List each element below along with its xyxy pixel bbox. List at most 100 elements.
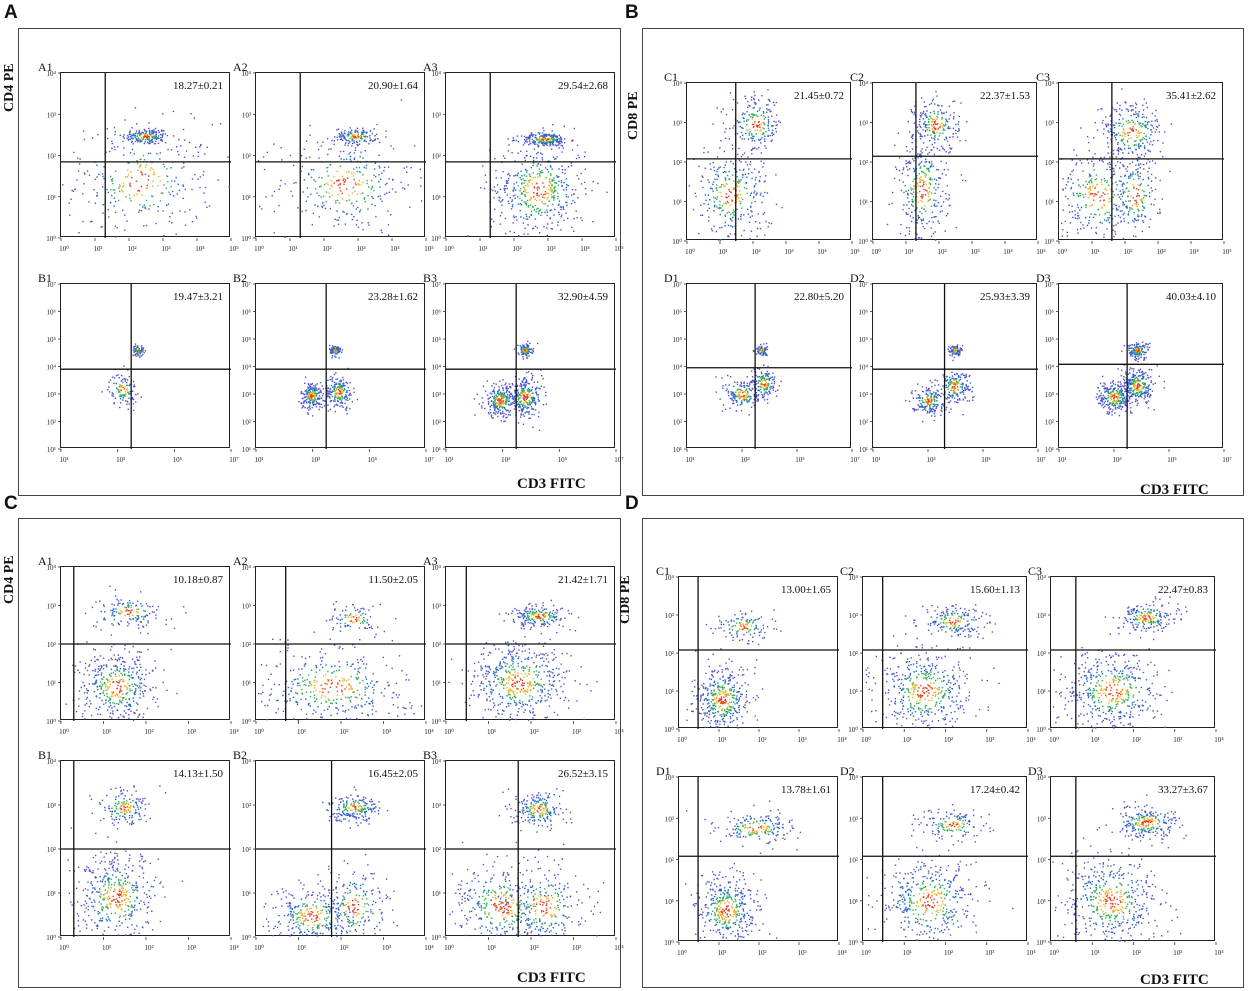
- data-point: [134, 385, 136, 388]
- data-point: [157, 135, 160, 137]
- data-point: [499, 399, 501, 401]
- data-point: [529, 394, 531, 396]
- data-point: [496, 395, 499, 398]
- data-point: [184, 224, 187, 226]
- data-point: [333, 386, 336, 389]
- data-point: [511, 383, 513, 385]
- data-point: [124, 229, 126, 231]
- data-point: [371, 186, 373, 189]
- data-point: [749, 216, 752, 218]
- data-point: [727, 392, 730, 394]
- data-point: [306, 407, 309, 409]
- data-point: [511, 205, 514, 208]
- data-point: [543, 134, 545, 137]
- data-point: [503, 402, 506, 404]
- data-point: [947, 121, 949, 123]
- data-point: [712, 162, 714, 164]
- data-point: [1094, 178, 1096, 181]
- data-point: [128, 136, 130, 138]
- data-point: [1089, 174, 1092, 177]
- data-point: [907, 192, 909, 195]
- data-point: [763, 343, 765, 345]
- data-point: [549, 165, 552, 167]
- data-point: [516, 196, 519, 198]
- data-point: [512, 195, 515, 197]
- data-point: [767, 120, 770, 123]
- data-point: [501, 384, 503, 387]
- data-point: [543, 136, 545, 138]
- data-point: [524, 349, 526, 351]
- data-point: [722, 122, 725, 124]
- data-point: [1082, 170, 1084, 172]
- data-point: [504, 217, 507, 220]
- data-point: [539, 232, 541, 234]
- data-point: [745, 132, 747, 135]
- data-point: [739, 384, 742, 386]
- data-point: [386, 182, 388, 184]
- data-point: [525, 191, 527, 194]
- data-point: [934, 136, 936, 138]
- data-point: [1134, 123, 1136, 125]
- x-tick-label: 10⁵: [368, 456, 378, 464]
- data-point: [765, 147, 767, 149]
- data-point: [767, 98, 770, 101]
- data-point: [1135, 134, 1138, 137]
- data-point: [938, 222, 940, 224]
- data-point: [716, 107, 718, 109]
- data-point: [716, 189, 718, 191]
- data-point: [328, 392, 330, 394]
- data-point: [112, 178, 114, 180]
- data-point: [1139, 167, 1141, 169]
- data-point: [167, 181, 169, 183]
- data-point: [556, 141, 558, 143]
- data-point: [161, 138, 163, 141]
- data-point: [1133, 178, 1135, 180]
- data-point: [137, 354, 139, 357]
- data-point: [126, 135, 129, 137]
- data-point: [752, 402, 754, 404]
- data-point: [349, 151, 351, 154]
- data-point: [542, 135, 544, 137]
- data-point: [132, 137, 134, 140]
- y-tick-label: 10⁴: [242, 364, 252, 372]
- data-point: [926, 126, 928, 129]
- data-point: [531, 378, 533, 380]
- data-point: [930, 205, 933, 207]
- data-point: [753, 98, 755, 101]
- data-point: [510, 393, 512, 395]
- data-point: [353, 157, 356, 159]
- data-point: [309, 402, 311, 404]
- data-point: [757, 347, 759, 349]
- data-point: [152, 195, 154, 198]
- data-point: [745, 97, 747, 100]
- data-point: [149, 131, 151, 133]
- data-point: [1159, 211, 1161, 213]
- data-point: [924, 210, 927, 212]
- data-point: [135, 393, 137, 396]
- data-point: [1089, 205, 1091, 207]
- data-point: [920, 220, 923, 222]
- data-point: [532, 228, 534, 230]
- data-point: [549, 144, 552, 146]
- data-point: [154, 127, 157, 130]
- data-point: [105, 151, 107, 153]
- data-point: [315, 389, 317, 391]
- y-tick-label: 10⁴: [1045, 80, 1055, 88]
- data-point: [119, 384, 121, 386]
- data-point: [532, 374, 534, 377]
- data-point: [340, 138, 342, 140]
- data-point: [109, 379, 112, 381]
- data-point: [1105, 116, 1107, 118]
- data-point: [532, 348, 535, 350]
- data-point: [1126, 166, 1129, 168]
- data-point: [720, 186, 722, 188]
- data-point: [1130, 207, 1132, 209]
- data-point: [703, 147, 705, 149]
- data-point: [762, 350, 764, 353]
- data-point: [120, 385, 122, 387]
- data-point: [1141, 202, 1144, 204]
- data-point: [1148, 226, 1150, 228]
- data-point: [688, 185, 690, 187]
- data-point: [301, 165, 303, 168]
- x-tick-label: 10⁵: [850, 248, 860, 256]
